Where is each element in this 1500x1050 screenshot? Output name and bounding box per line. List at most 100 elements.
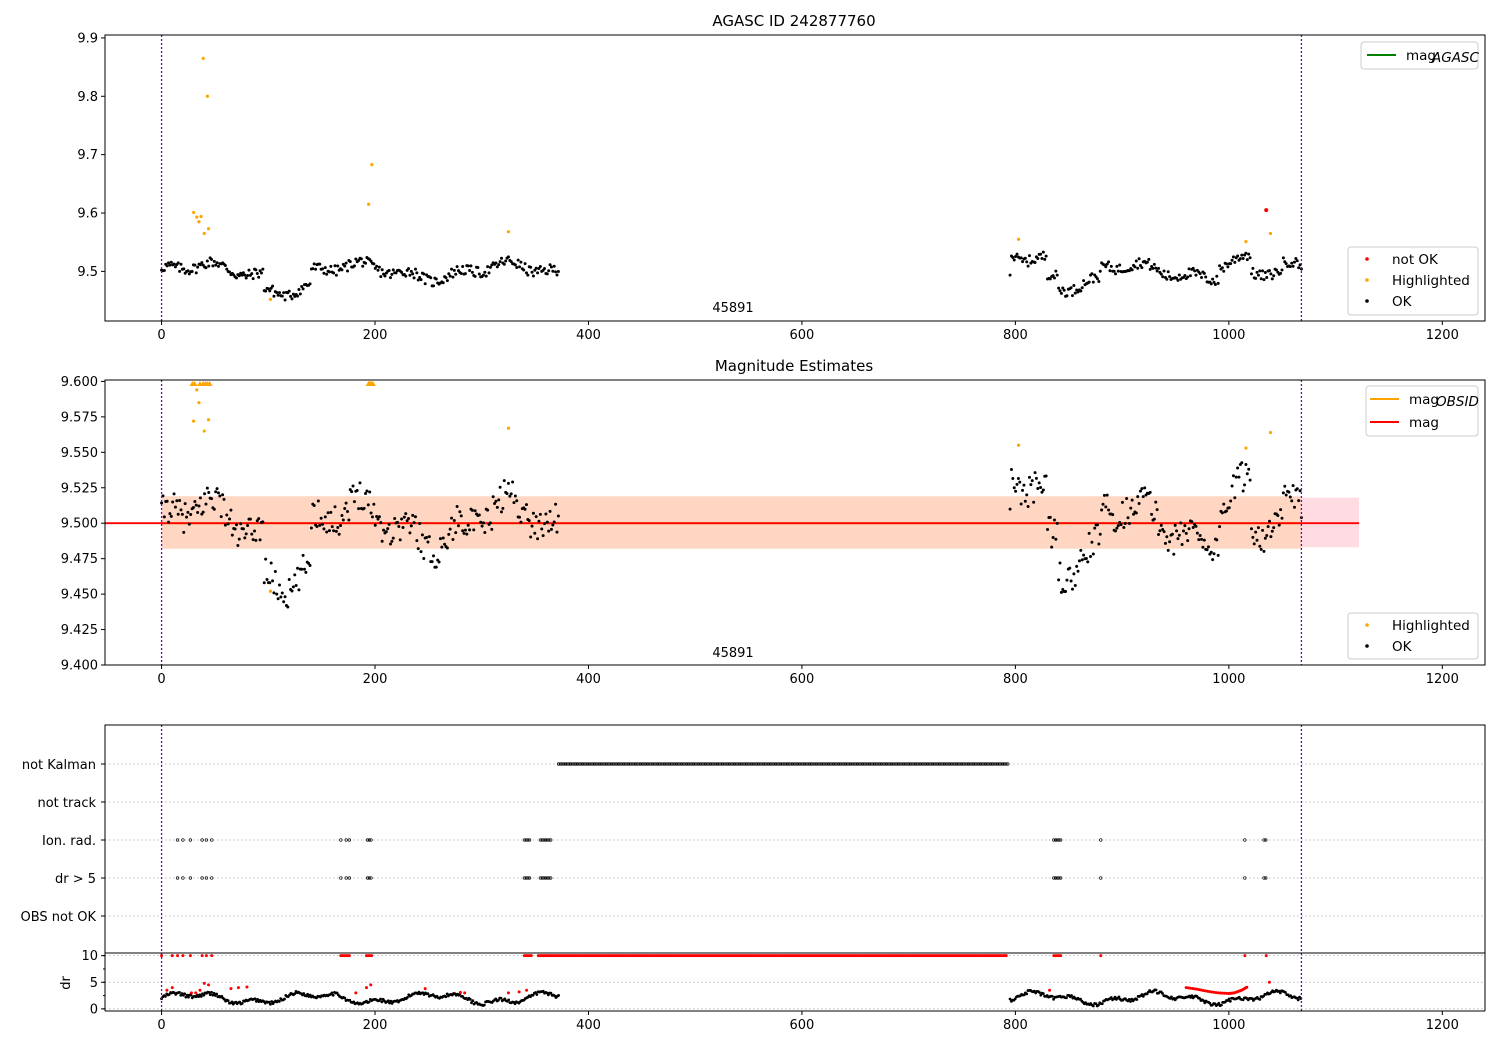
legend-label: OK [1392,639,1413,655]
ok-point [1011,255,1015,259]
legend-label: Highlighted [1392,618,1470,634]
ok-point [327,529,331,533]
flag-marker [929,762,933,766]
dr-clip-point [204,954,208,958]
flag-marker [609,762,614,766]
dr-clip-point [1004,954,1008,958]
ok-point [1229,499,1233,503]
ok-point [162,515,166,519]
flag-marker [775,762,779,766]
flag-marker [884,762,889,766]
ok-point [534,515,538,519]
dr-point [1041,992,1045,996]
flag-marker [650,762,655,766]
flag-marker [666,762,670,766]
ok-point [1256,526,1260,530]
flag-marker [549,876,553,880]
flag-marker [580,762,585,766]
magnitude-x-tick-label: 600 [790,672,815,687]
highlighted-point [195,215,199,219]
ok-point [264,557,268,561]
flag-marker [204,876,209,880]
flag-marker [542,876,546,880]
ok-point [1034,476,1038,480]
ok-point [452,268,456,272]
ok-point [240,273,244,277]
ok-point [1295,487,1299,491]
flag-marker [847,762,851,766]
dr-point [380,1000,384,1004]
dr-point [1091,1004,1095,1008]
ok-point [1268,519,1272,523]
highlighted-point [201,56,205,60]
clipped-marker [191,381,198,386]
clipped-marker [206,381,213,386]
dr-point [507,998,511,1002]
dr-point [1154,988,1158,992]
ok-point [1152,262,1156,266]
flag-marker [587,762,591,766]
ok-point [527,519,531,523]
ok-point [1084,557,1088,561]
ok-point [225,267,229,271]
dr-flag-point [506,991,510,995]
flag-marker [874,762,878,766]
flag-marker [982,762,986,766]
flag-marker [1262,876,1266,880]
ok-point [340,268,344,272]
ok-point [1057,286,1061,290]
ok-point [216,264,220,268]
ok-point [1187,267,1191,271]
ok-point [334,273,338,277]
ok-point [1292,260,1296,264]
magnitude-y-tick-label: 9.575 [61,410,98,425]
agasc-y-tick-label: 9.9 [77,31,98,46]
ok-point [1290,261,1294,265]
ok-point [332,271,336,275]
ok-point [207,264,211,268]
flag-marker [746,762,750,766]
ok-point [1058,561,1062,565]
ok-point [519,520,523,524]
agasc-x-tick-label: 0 [157,328,165,343]
ok-point [491,495,495,499]
flag-marker [901,762,906,766]
magnitude-panel: Magnitude Estimates 0 200 400 600 800 1000 120… [61,357,1486,687]
flag-marker [999,762,1003,766]
ok-point [1109,264,1113,268]
ok-point [228,517,232,521]
ok-point [498,485,502,489]
ok-point [1277,523,1281,527]
ok-point [499,510,503,514]
ok-point [426,540,430,544]
dr-clip-point [370,954,374,958]
ok-point [450,516,454,520]
ok-point [1104,505,1108,509]
ok-point [193,263,197,267]
ok-point [271,284,275,288]
flag-marker [565,762,569,766]
ok-point [187,272,191,276]
ok-point [540,527,544,531]
flag-marker [995,762,1000,766]
agasc-y-tick-label: 9.7 [77,148,98,163]
ok-point [549,265,553,269]
ok-point [1123,521,1127,525]
ok-point [1269,535,1273,539]
ok-point [529,265,533,269]
dr-point [1227,997,1231,1001]
ok-point [1212,552,1216,556]
ok-point [1291,484,1295,488]
ok-point [351,484,355,488]
flag-marker [649,762,653,766]
ok-point [280,294,284,298]
ok-point [1107,508,1111,512]
magnitude-x-tick-label: 1000 [1212,672,1245,687]
flag-marker [347,876,352,880]
flag-marker [669,762,673,766]
flag-marker [181,838,185,842]
ok-point [308,564,312,568]
dr-point [499,996,503,1000]
ok-point [1241,489,1245,493]
